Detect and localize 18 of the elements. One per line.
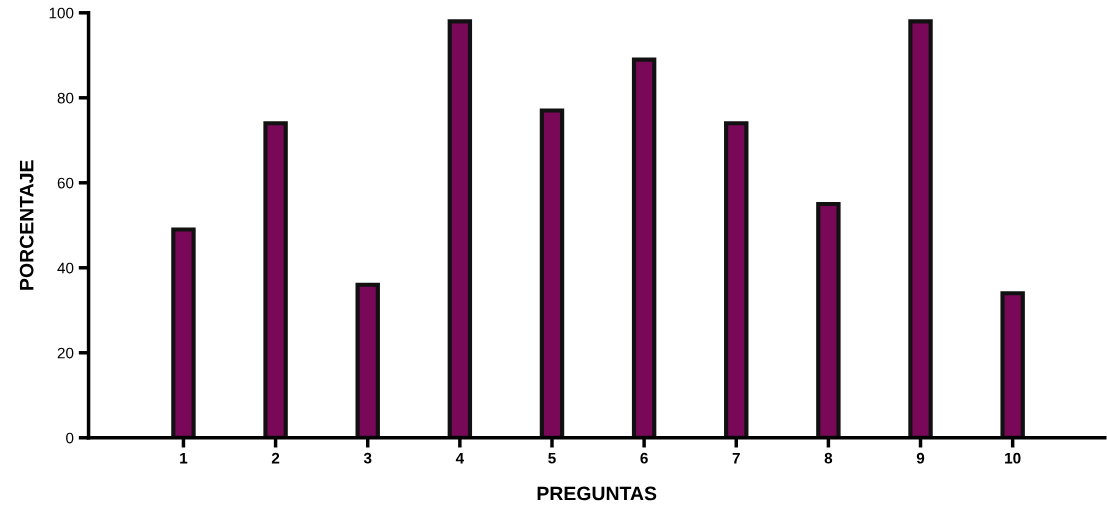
x-tick-label: 5 [548,452,556,464]
y-axis-title: PORCENTAJE [19,160,34,290]
x-tick-label: 3 [363,452,372,464]
x-axis-title: PREGUNTAS [537,486,657,501]
x-tick-label: 10 [1005,452,1021,464]
x-tick-label: 7 [732,452,740,464]
y-tick-label: 80 [57,92,74,104]
x-tick-label: 6 [640,452,648,464]
x-tick-label: 2 [271,452,280,464]
x-tick-label: 8 [824,452,833,464]
x-tick-label: 1 [180,452,188,464]
x-tick-label: 9 [916,452,925,464]
y-tick-label: 100 [49,7,74,19]
y-tick-label: 20 [57,347,74,359]
y-tick-label: 40 [57,262,74,274]
y-tick-label: 60 [57,177,74,189]
y-tick-label: 0 [66,432,74,444]
x-tick-label: 4 [455,452,465,464]
